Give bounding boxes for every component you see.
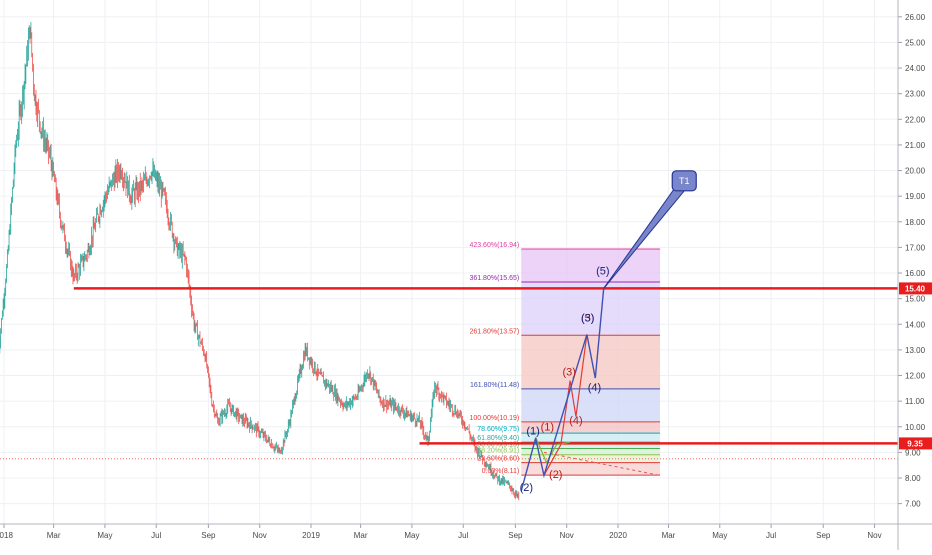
projection-dashed (543, 451, 661, 476)
y-tick-label: 26.00 (905, 13, 926, 22)
y-tick-label: 8.00 (905, 474, 921, 483)
fib-band (521, 248, 661, 282)
fib-band (521, 281, 661, 336)
wave-label: (2) (549, 469, 562, 481)
fib-level-label: 50.00%(9.15) (477, 442, 519, 449)
y-tick-label: 15.00 (905, 295, 926, 304)
price-label: 15.40 (905, 284, 926, 293)
fib-band (521, 454, 661, 463)
wave-label: (3) (581, 313, 594, 325)
fib-band (521, 448, 661, 455)
wave-label: (5) (596, 265, 609, 277)
x-tick-label: Sep (508, 531, 523, 540)
y-tick-label: 7.00 (905, 500, 921, 509)
x-tick-label: 2018 (0, 531, 13, 540)
x-tick-label: Nov (560, 531, 574, 540)
wave-label: (1) (541, 422, 554, 434)
price-label: 9.35 (907, 439, 923, 448)
x-tick-label: Mar (662, 531, 676, 540)
fibonacci-extension: 423.60%(16.94) 361.80%(15.65) 261.80%(13.5… (469, 242, 661, 476)
y-tick-label: 13.00 (905, 346, 926, 355)
x-tick-label: Nov (867, 531, 881, 540)
x-tick-label: Mar (354, 531, 368, 540)
y-tick-label: 25.00 (905, 38, 926, 47)
y-tick-label: 12.00 (905, 372, 926, 381)
fib-band (521, 462, 661, 476)
y-tick-label: 19.00 (905, 192, 926, 201)
price-series (0, 22, 520, 501)
fib-level-label: 78.60%(9.75) (477, 426, 519, 433)
fib-level-label: 161.80%(11.48) (470, 382, 519, 389)
x-tick-label: Jul (151, 531, 161, 540)
fib-level-label: 38.20%(8.91) (477, 448, 519, 455)
y-tick-label: 23.00 (905, 90, 926, 99)
elliott-waves: T1 (520, 170, 697, 491)
fib-level-label: 261.80%(13.57) (469, 328, 519, 335)
fib-level-label: 100.00%(10.19) (469, 415, 519, 422)
y-tick-label: 9.00 (905, 448, 921, 457)
wave-red (543, 334, 588, 476)
price-label-bg (899, 437, 932, 450)
y-tick-label: 11.00 (905, 397, 925, 406)
wave-label: (2) (520, 482, 533, 494)
fib-level-label: 61.80%(9.40) (477, 435, 519, 442)
horizontal-levels: 15.40 9.35 (0, 282, 932, 460)
fib-band (521, 388, 661, 422)
wave-label: (1) (526, 425, 539, 437)
y-tick-label: 18.00 (905, 218, 926, 227)
y-tick-label: 21.00 (905, 141, 926, 150)
fib-band (521, 421, 661, 434)
x-tick-label: Sep (816, 531, 831, 540)
fib-level-label: 423.60%(16.94) (469, 242, 519, 249)
x-tick-label: 2019 (302, 531, 320, 540)
y-tick-label: 20.00 (905, 167, 926, 176)
callout-text: T1 (679, 176, 690, 186)
x-tick-label: Nov (253, 531, 267, 540)
wave-label: (5) (581, 313, 594, 325)
x-tick-label: May (712, 531, 727, 540)
x-tick-label: Sep (201, 531, 216, 540)
x-tick-label: Mar (47, 531, 61, 540)
wave-labels: (1)(2)(1)(2)(3)(4)(5)(3)(4)(5) (520, 265, 610, 494)
callout-box (671, 170, 697, 192)
y-tick-label: 22.00 (905, 115, 926, 124)
y-tick-label: 17.00 (905, 243, 926, 252)
wave-label: (4) (588, 382, 601, 394)
wave-label: (4) (569, 415, 582, 427)
y-tick-label: 16.00 (905, 269, 926, 278)
grid (0, 0, 898, 524)
x-tick-label: May (97, 531, 112, 540)
fib-level-label: 361.80%(15.65) (469, 275, 519, 282)
fib-band (521, 442, 661, 449)
fib-level-label: 0.00%(8.11) (482, 468, 520, 475)
fib-band (521, 433, 661, 443)
x-tick-label: Jul (766, 531, 776, 540)
x-tick-label: 2020 (609, 531, 627, 540)
y-tick-label: 10.00 (905, 423, 926, 432)
wave-label: (3) (562, 367, 575, 379)
y-tick-label: 24.00 (905, 64, 926, 73)
y-tick-label: 14.00 (905, 320, 926, 329)
fib-band (521, 335, 661, 389)
x-tick-label: Jul (458, 531, 468, 540)
price-label-bg (899, 282, 932, 295)
x-tick-label: May (404, 531, 419, 540)
